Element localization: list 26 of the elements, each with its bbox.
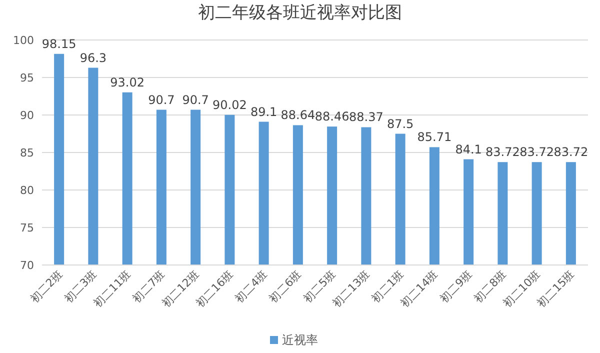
data-label: 90.7	[148, 92, 175, 107]
y-tick-label: 80	[20, 184, 34, 197]
data-label: 90.7	[182, 92, 209, 107]
data-label: 88.46	[314, 110, 350, 124]
legend-label: 近视率	[282, 333, 318, 347]
data-label: 98.15	[42, 36, 76, 51]
data-label: 87.5	[386, 116, 414, 131]
data-label: 90.02	[212, 98, 247, 112]
data-label: 88.64	[280, 108, 316, 122]
x-tick-label: 初二9班	[437, 268, 475, 306]
chart-title: 初二年级各班近视率对比图	[198, 3, 402, 23]
y-tick-label: 90	[20, 109, 34, 122]
data-label: 96.3	[80, 50, 107, 65]
data-label: 89.1	[250, 104, 278, 119]
data-label: 83.72	[554, 145, 588, 160]
data-label: 85.71	[417, 130, 452, 144]
data-label: 83.72	[520, 145, 554, 160]
y-tick-label: 75	[20, 222, 34, 234]
data-label: 88.37	[349, 110, 384, 124]
legend: 近视率	[270, 333, 318, 347]
data-label: 84.1	[455, 142, 482, 156]
y-tick-label: 95	[20, 72, 34, 84]
data-label: 93.02	[110, 75, 144, 90]
data-label: 83.72	[486, 145, 520, 160]
y-tick-label: 100	[13, 34, 34, 47]
y-tick-label: 85	[20, 146, 34, 160]
